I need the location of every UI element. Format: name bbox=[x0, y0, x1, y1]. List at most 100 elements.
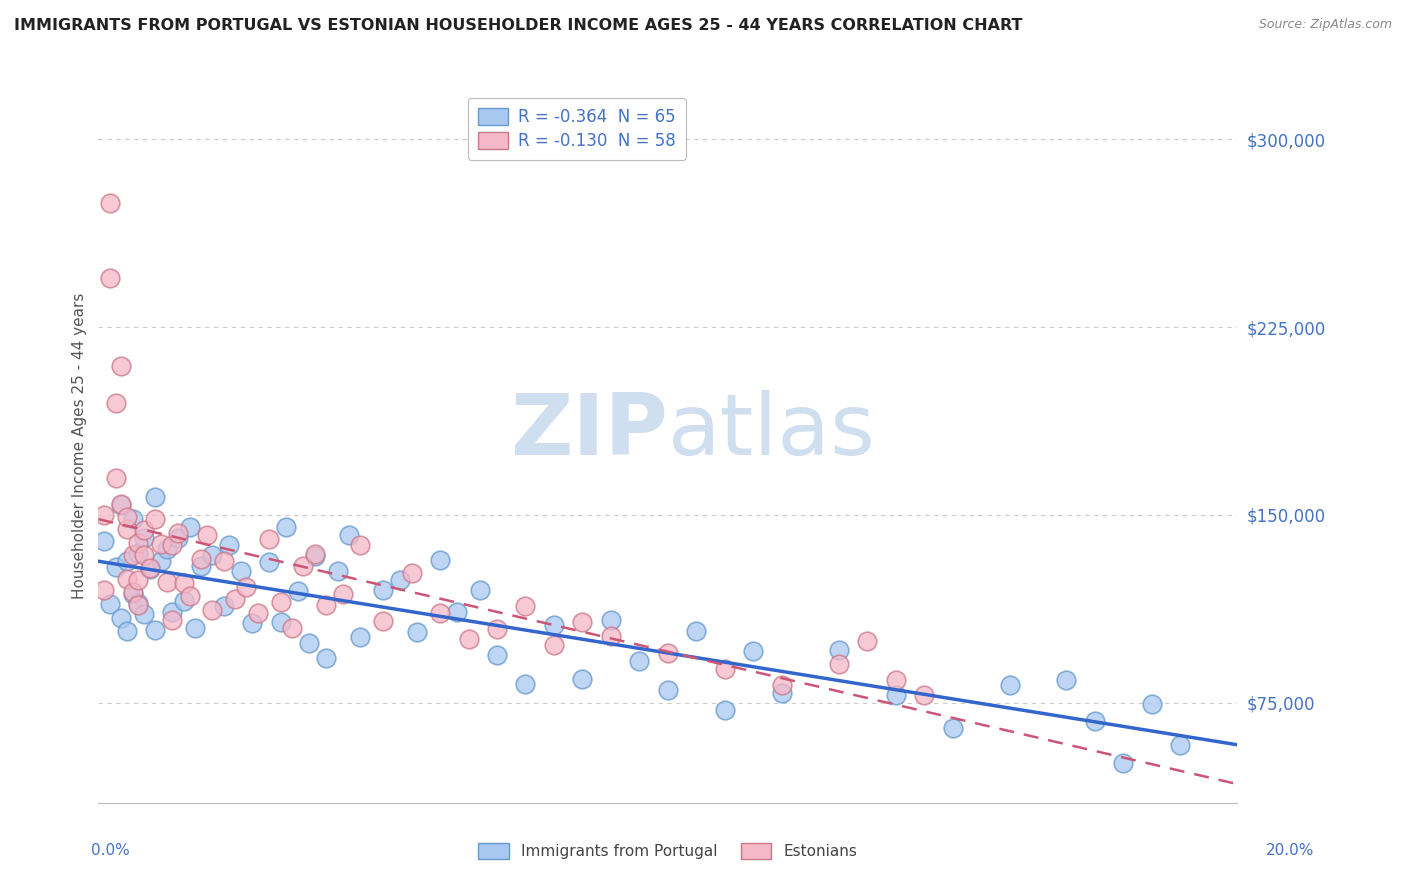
Point bbox=[121, 585, 143, 599]
Point bbox=[600, 613, 623, 627]
Point bbox=[173, 576, 195, 591]
Point bbox=[132, 607, 155, 621]
Point bbox=[212, 599, 235, 614]
Point bbox=[270, 615, 292, 629]
Point bbox=[270, 595, 292, 609]
Point bbox=[468, 583, 491, 598]
Point bbox=[162, 613, 184, 627]
Point bbox=[121, 587, 143, 601]
Point bbox=[406, 625, 429, 640]
Point bbox=[657, 683, 679, 698]
Point bbox=[115, 522, 138, 536]
Point bbox=[127, 596, 149, 610]
Text: Source: ZipAtlas.com: Source: ZipAtlas.com bbox=[1258, 18, 1392, 31]
Point bbox=[1084, 714, 1107, 729]
Point bbox=[446, 605, 468, 619]
Point bbox=[543, 638, 565, 652]
Point bbox=[93, 583, 115, 598]
Point bbox=[457, 632, 479, 647]
Y-axis label: Householder Income Ages 25 - 44 years: Householder Income Ages 25 - 44 years bbox=[72, 293, 87, 599]
Point bbox=[127, 546, 149, 560]
Point bbox=[1170, 738, 1192, 752]
Text: atlas: atlas bbox=[668, 390, 876, 474]
Point bbox=[246, 606, 269, 620]
Point bbox=[201, 603, 224, 617]
Point bbox=[600, 629, 623, 643]
Point bbox=[121, 548, 143, 562]
Point bbox=[179, 520, 201, 534]
Point bbox=[884, 688, 907, 702]
Point bbox=[714, 662, 737, 676]
Point bbox=[115, 572, 138, 586]
Point bbox=[190, 558, 212, 573]
Point bbox=[150, 537, 173, 551]
Point bbox=[998, 678, 1021, 692]
Point bbox=[315, 598, 337, 612]
Point bbox=[132, 524, 155, 538]
Point bbox=[628, 654, 651, 668]
Point bbox=[259, 556, 281, 570]
Point bbox=[190, 552, 212, 566]
Point bbox=[770, 685, 793, 699]
Point bbox=[98, 270, 121, 285]
Point bbox=[942, 721, 965, 735]
Point bbox=[121, 512, 143, 526]
Point bbox=[110, 497, 132, 511]
Point bbox=[110, 611, 132, 625]
Point bbox=[486, 622, 509, 636]
Point bbox=[571, 672, 593, 686]
Point bbox=[156, 574, 179, 589]
Point bbox=[373, 614, 395, 628]
Point bbox=[828, 643, 851, 657]
Point bbox=[373, 582, 395, 597]
Point bbox=[259, 532, 281, 546]
Text: 0.0%: 0.0% bbox=[91, 843, 131, 858]
Point bbox=[770, 678, 793, 692]
Point bbox=[93, 508, 115, 523]
Point bbox=[292, 558, 315, 573]
Point bbox=[156, 541, 179, 556]
Point bbox=[173, 594, 195, 608]
Point bbox=[110, 499, 132, 513]
Point bbox=[332, 586, 354, 600]
Point bbox=[486, 648, 509, 662]
Point bbox=[828, 657, 851, 671]
Point bbox=[1056, 673, 1078, 687]
Point bbox=[287, 584, 309, 599]
Point bbox=[93, 533, 115, 548]
Point bbox=[315, 650, 337, 665]
Point bbox=[884, 673, 907, 687]
Point bbox=[132, 532, 155, 546]
Point bbox=[304, 547, 326, 561]
Point bbox=[515, 677, 537, 691]
Point bbox=[104, 471, 127, 485]
Point bbox=[150, 554, 173, 568]
Point bbox=[571, 615, 593, 629]
Point bbox=[276, 520, 298, 534]
Point bbox=[1112, 756, 1135, 770]
Point bbox=[132, 549, 155, 563]
Point bbox=[429, 606, 451, 620]
Point bbox=[543, 618, 565, 632]
Point bbox=[281, 621, 304, 635]
Point bbox=[304, 549, 326, 563]
Point bbox=[714, 703, 737, 717]
Point bbox=[162, 538, 184, 552]
Point bbox=[389, 573, 412, 587]
Point bbox=[127, 573, 149, 587]
Point bbox=[349, 538, 371, 552]
Point bbox=[212, 554, 235, 568]
Point bbox=[235, 580, 257, 594]
Point bbox=[912, 688, 935, 702]
Point bbox=[298, 636, 321, 650]
Point bbox=[104, 560, 127, 574]
Point bbox=[856, 633, 879, 648]
Point bbox=[162, 605, 184, 619]
Point bbox=[229, 564, 252, 578]
Point bbox=[104, 396, 127, 410]
Point bbox=[127, 535, 149, 549]
Text: ZIP: ZIP bbox=[510, 390, 668, 474]
Point bbox=[138, 561, 160, 575]
Point bbox=[1140, 697, 1163, 711]
Point bbox=[115, 554, 138, 568]
